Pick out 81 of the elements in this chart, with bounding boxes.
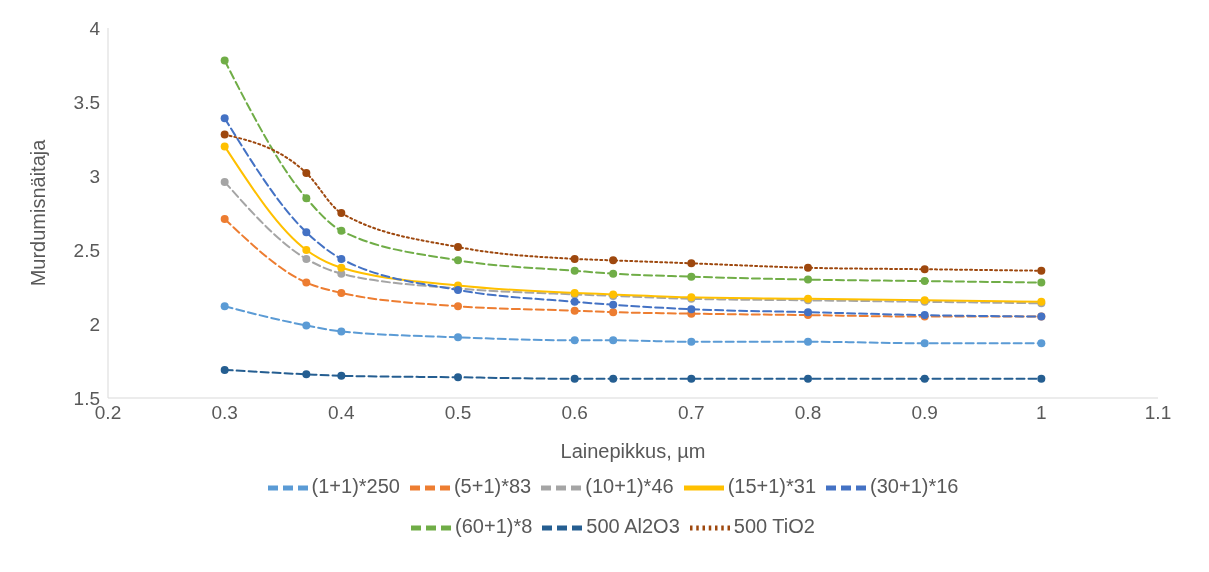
point (220, 214, 229, 223)
legend-label: (1+1)*250 (311, 475, 400, 498)
point (570, 266, 579, 275)
point (570, 374, 579, 383)
point (609, 336, 618, 345)
point (687, 272, 696, 281)
point (570, 336, 579, 345)
point (920, 277, 929, 286)
point (609, 308, 618, 317)
point (302, 321, 311, 330)
point (804, 374, 812, 383)
point (337, 209, 346, 217)
point (804, 263, 812, 272)
point (302, 169, 311, 178)
point (337, 263, 346, 272)
x-tick-label: 0.7 (678, 402, 705, 424)
point (337, 371, 346, 380)
x-tick-label: 1.1 (1144, 402, 1172, 424)
x-tick-label: 0.3 (211, 402, 238, 424)
point (220, 177, 229, 186)
legend-label: (30+1)*16 (870, 475, 959, 498)
point (337, 288, 346, 297)
point (220, 142, 229, 151)
point (302, 246, 311, 254)
legend-label: (10+1)*46 (585, 475, 674, 498)
point (337, 226, 346, 235)
point (804, 275, 812, 284)
legend-label: 500 TiO2 (733, 515, 815, 538)
legend-label: (5+1)*83 (453, 475, 532, 498)
y-tick-label: 3 (89, 165, 100, 187)
point (337, 254, 346, 263)
point (1037, 266, 1046, 275)
point (804, 337, 812, 346)
point (302, 254, 311, 263)
x-tick-label: 0.6 (561, 402, 588, 424)
point (220, 114, 229, 123)
legend-label: 500 Al2O3 (586, 515, 680, 538)
point (1037, 278, 1046, 287)
point (454, 302, 462, 311)
x-axis-title: Lainepikkus, µm (560, 440, 706, 462)
point (220, 365, 229, 374)
point (454, 373, 462, 382)
x-tick-label: 0.5 (444, 402, 472, 424)
point (920, 339, 929, 348)
point (570, 306, 579, 315)
point (687, 259, 696, 268)
x-tick-label: 1 (1036, 402, 1047, 424)
legend-label: (60+1)*8 (455, 515, 533, 538)
y-tick-label: 2 (89, 313, 100, 335)
point (570, 297, 579, 306)
point (454, 256, 462, 265)
point (337, 327, 346, 336)
point (609, 269, 618, 278)
point (609, 256, 618, 265)
y-tick-label: 4 (89, 17, 101, 39)
point (302, 370, 311, 379)
x-tick-label: 0.9 (911, 402, 938, 424)
point (1037, 374, 1046, 383)
point (609, 300, 618, 309)
x-tick-label: 0.8 (794, 402, 822, 424)
point (302, 278, 311, 287)
y-tick-label: 3.5 (73, 91, 100, 113)
point (454, 243, 462, 252)
point (220, 56, 229, 65)
legend-label: (15+1)*31 (727, 475, 817, 498)
point (687, 305, 696, 314)
point (920, 265, 929, 274)
point (220, 302, 229, 311)
point (454, 333, 462, 342)
point (609, 374, 618, 383)
point (220, 130, 229, 139)
point (302, 228, 311, 237)
point (570, 254, 579, 263)
point (302, 194, 311, 203)
point (687, 374, 696, 383)
x-tick-label: 0.4 (328, 402, 355, 424)
point (1037, 339, 1046, 348)
y-tick-label: 2.5 (73, 239, 100, 261)
point (920, 374, 929, 383)
point (687, 337, 696, 346)
y-axis-title: Murdumisnäitaja (27, 138, 50, 287)
